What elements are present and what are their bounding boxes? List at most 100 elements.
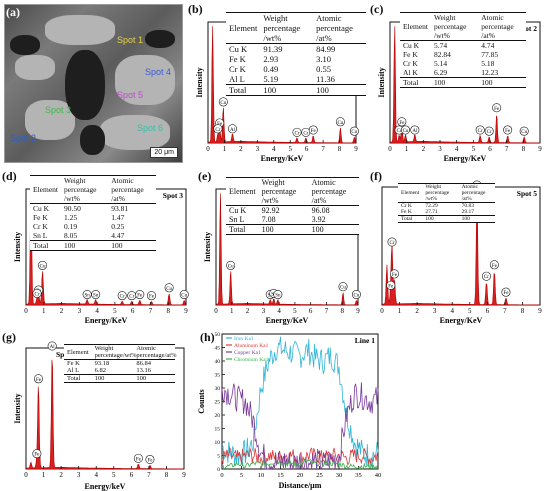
element-table: Element Weight percentage /wt% Atomic perc… (226, 12, 366, 96)
table-cell: Fe K (67, 360, 80, 367)
peak-label: Cu (351, 290, 361, 300)
table-row: Cu K 91.39 84.99 (226, 44, 366, 54)
peak-label: Sn (82, 290, 92, 300)
peak-marker (308, 125, 318, 135)
peak-label: Fe (32, 449, 42, 459)
table-row: Total 100 100 (226, 224, 359, 235)
peak-text: Fe (147, 458, 153, 463)
peak-marker (145, 454, 155, 464)
spot-label: Spot 3 (163, 191, 183, 200)
table-cell: 1.47 (111, 213, 125, 222)
peak-text: Cr (215, 128, 220, 133)
peak-marker (484, 126, 494, 136)
x-axis-label: Energy/KeV (444, 154, 487, 163)
peak-text: Cu (354, 294, 360, 299)
peak-marker (349, 126, 359, 136)
table-header: Weight percentage /wt% (434, 13, 467, 40)
table-cell: 100 (136, 375, 147, 382)
peak-marker (135, 290, 145, 300)
peak-marker (228, 124, 238, 134)
peak-label: Cu (338, 282, 348, 292)
x-tick-label: 5 (240, 472, 243, 479)
table-cell: 100 (425, 216, 434, 222)
x-tick-label: 4 (450, 307, 454, 315)
table-row: Cr K 0.19 0.25 (30, 222, 156, 231)
peak-label: Cu (349, 126, 359, 136)
table-header: Element (67, 348, 89, 356)
peak-text: Cr (478, 129, 483, 134)
x-tick-label: 0 (388, 145, 392, 153)
peak-text: Al (412, 129, 418, 134)
panel-d: FeCrCuSnSnCrCrFeFeCuCu0123456789Energy/K… (0, 167, 196, 325)
element-table: Element Weight percentage /wt% Atomic perc… (30, 175, 156, 251)
table-header: Element (401, 190, 420, 196)
peak-label: Fe (145, 454, 155, 464)
spot-label: Spot 5 (117, 90, 144, 100)
table-cell: 5.74 (434, 41, 448, 50)
peak-marker (389, 269, 399, 279)
table-cell: 5.19 (263, 74, 279, 84)
x-tick-label: 8 (522, 145, 526, 153)
table-header: Element (229, 187, 256, 196)
peak-marker (335, 117, 345, 127)
legend-label: Chromium Ka1 (234, 357, 269, 363)
peak-label: Cr (127, 291, 137, 301)
panel-letter: (f) (370, 169, 382, 183)
table-cell: 100 (316, 85, 329, 95)
panel-h: 0 5 10 15 20 25 30 35 40 0 5 10 15 20 25 30 35 40 45 50 Iron… (196, 328, 386, 491)
y-tick-label: 45 (215, 346, 221, 352)
panel-letter: (g) (2, 330, 16, 344)
panel-letter: (d) (2, 169, 17, 183)
table-cell: 0.25 (111, 222, 125, 231)
x-tick-label: 8 (166, 307, 170, 315)
table-cell: 91.39 (263, 44, 283, 54)
x-tick-label: 9 (356, 307, 360, 315)
x-tick-label: 2 (415, 307, 419, 315)
table-cell: Al L (67, 367, 80, 374)
table-header: Atomic percentage /at% (461, 184, 486, 202)
peak-label: Fe (33, 374, 43, 384)
peak-text: Cr (397, 129, 402, 134)
table-cell: 5.14 (434, 59, 448, 68)
table-cell: Total (229, 85, 247, 95)
table-row: Total 100 100 (226, 84, 366, 96)
table-header: Weight percentage/wt% (94, 345, 137, 359)
peak-marker (492, 103, 502, 113)
table-cell: Fe K (33, 213, 48, 222)
peak-label: Cu (335, 117, 345, 127)
table-row: Al K 6.29 12.23 (400, 68, 526, 78)
table-cell: Cr K (229, 64, 246, 74)
y-tick-label: 10 (215, 440, 221, 446)
y-axis-label: Intensity (13, 232, 22, 262)
peak-label: Cr (292, 127, 302, 137)
table-row: Fe K 27.71 29.17 (398, 209, 495, 216)
table-cell: Cu K (403, 41, 420, 50)
x-tick-label: 5 (472, 145, 476, 153)
peak-label: Cu (164, 283, 174, 293)
peak-text: Fe (492, 264, 498, 269)
x-tick-label: 2 (246, 307, 250, 315)
peak-text: Cr (487, 130, 492, 135)
table-cell: Al K (403, 68, 418, 77)
peak-label: Sn (273, 290, 283, 300)
x-tick-label: 6 (305, 145, 309, 153)
peak-label: Cu (226, 260, 236, 270)
peak-text: Cr (129, 295, 134, 300)
peak-label: Fe (503, 125, 513, 135)
panel-letter: (a) (6, 5, 20, 19)
table-cell: 86.84 (136, 360, 152, 367)
peak-text: Cu (40, 264, 46, 269)
peak-label: Fe (386, 280, 396, 290)
peak-marker (33, 374, 43, 384)
x-tick-label: 8 (165, 471, 169, 479)
sem-image: Spot 1 Spot 2 Spot 3 Spot 4 Spot 5 Spot … (4, 4, 183, 163)
y-tick-label: 15 (215, 427, 221, 433)
x-axis-label: Energy/KeV (261, 154, 304, 163)
peak-label: Cu (400, 125, 410, 135)
x-tick-label: 25 (316, 472, 323, 479)
x-tick-label: 8 (338, 145, 342, 153)
peak-text: Fe (36, 378, 42, 383)
table-cell: Total (67, 375, 81, 382)
x-tick-label: 6 (486, 307, 490, 315)
